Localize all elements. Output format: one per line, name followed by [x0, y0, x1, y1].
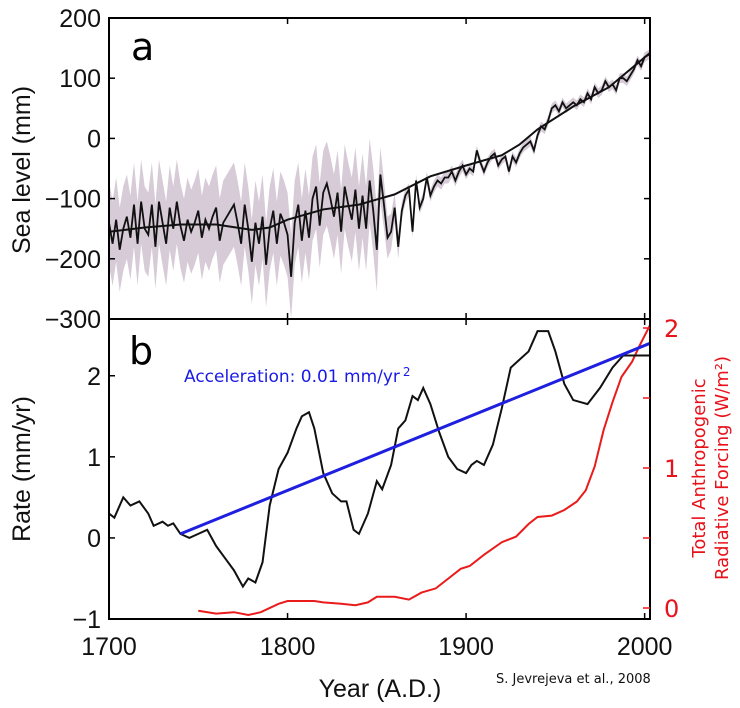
panel-a-ytick-label: 100 — [59, 65, 101, 93]
sea-level-smoothed-line — [108, 52, 651, 233]
panel-b-ytick-label: 0 — [87, 525, 101, 553]
panel-b-label: b — [129, 329, 153, 373]
panel-b-y2tick-label: 0 — [664, 595, 679, 623]
x-tick-label: 1800 — [260, 633, 316, 661]
x-axis-title: Year (A.D.) — [319, 675, 442, 703]
panel-b-ytick-label: −1 — [72, 606, 101, 634]
panel-b-y2tick-label: 2 — [664, 315, 679, 343]
panel-a-ytick-label: 0 — [87, 125, 101, 153]
acceleration-annotation-sup: 2 — [403, 365, 411, 379]
sea-level-annual-line — [108, 53, 651, 277]
panel-b-y2label-line1: Total Anthropogenic — [689, 378, 710, 558]
panel-a: 200 100 0 −100 −200 −300 a Sea level (mm) — [8, 5, 651, 334]
panel-b-ytick-label: 2 — [87, 363, 101, 391]
x-tick-label: 1900 — [438, 633, 494, 661]
radiative-forcing-line — [198, 324, 651, 617]
panel-a-label: a — [131, 25, 154, 69]
panel-b-ytick-label: 1 — [87, 444, 101, 472]
panel-b-y2label-line2: Radiative Forcing (W/m²) — [712, 356, 733, 580]
panel-a-ytick-label: −100 — [45, 186, 101, 214]
panel-a-ytick-label: 200 — [59, 5, 101, 33]
panel-a-ytick-label: −300 — [45, 306, 101, 334]
x-tick-label: 2000 — [617, 633, 673, 661]
acceleration-annotation: Acceleration: 0.01 mm/yr 2 — [184, 365, 411, 387]
acceleration-annotation-text: Acceleration: 0.01 mm/yr — [184, 367, 400, 387]
panel-b: 2 1 0 −1 0 1 2 1700 1800 1900 2000 b Acceleration:… — [8, 315, 733, 661]
panel-a-ytick-label: −200 — [45, 246, 101, 274]
rate-line — [108, 330, 650, 589]
x-tick-label: 1700 — [81, 633, 137, 661]
panel-b-y2tick-label: 1 — [664, 455, 679, 483]
panel-b-ylabel: Rate (mm/yr) — [8, 396, 36, 542]
credit-text: S. Jevrejeva et al., 2008 — [496, 672, 651, 687]
acceleration-trend-line — [179, 341, 651, 536]
panel-b-frame — [108, 318, 651, 620]
panel-a-ylabel: Sea level (mm) — [8, 86, 36, 254]
